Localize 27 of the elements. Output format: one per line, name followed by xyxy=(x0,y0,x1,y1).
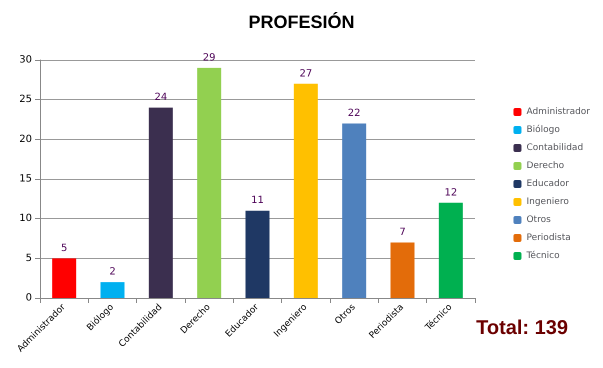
data-label: 29 xyxy=(202,52,216,64)
data-label: 12 xyxy=(444,187,458,198)
y-tick-label: 20 xyxy=(19,134,32,145)
y-tick-label: 0 xyxy=(26,292,32,304)
data-label: 2 xyxy=(109,266,116,278)
legend-label: Educador xyxy=(526,179,570,189)
legend-label: Contabilidad xyxy=(526,143,584,153)
data-label: 11 xyxy=(251,195,264,206)
y-tick-label: 5 xyxy=(26,252,32,264)
y-tick-label: 10 xyxy=(19,213,32,224)
text: Total: 139 xyxy=(476,317,568,339)
legend-label: Técnico xyxy=(525,250,560,261)
legend-label: Biólogo xyxy=(526,124,560,135)
legend-label: Otros xyxy=(526,215,552,225)
legend-label: Derecho xyxy=(526,161,565,171)
y-tick-label: 25 xyxy=(19,94,32,106)
legend-label: Administrador xyxy=(526,107,590,117)
chart-title: PROFESIÓN xyxy=(248,12,355,32)
data-label: 27 xyxy=(299,68,312,80)
data-label: 5 xyxy=(60,242,68,254)
data-label: 7 xyxy=(399,226,406,238)
data-label: 24 xyxy=(154,92,168,104)
data-label: 22 xyxy=(348,108,361,119)
y-tick-label: 15 xyxy=(19,174,32,184)
legend-label: Ingeniero xyxy=(526,197,570,207)
legend-label: Periodista xyxy=(526,233,571,243)
y-tick-label: 30 xyxy=(19,54,32,66)
